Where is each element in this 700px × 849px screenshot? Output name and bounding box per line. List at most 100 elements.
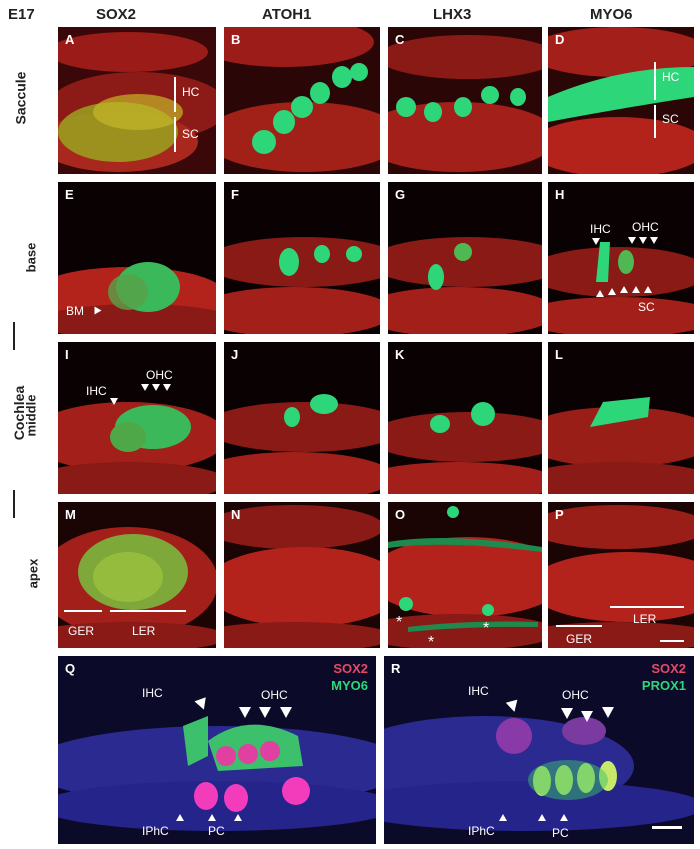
panel-q: Q IHC OHC SOX2 MYO6 IPhC PC [58,656,376,844]
panel-o: O * * * [388,502,542,648]
row-label-apex: apex [25,558,41,589]
ohc-arrowhead-i-3 [163,384,171,391]
sc-arrowhead-h-5 [644,286,652,293]
panel-r-image [384,656,694,844]
ler-label: LER [132,624,156,638]
panel-e-image [58,182,216,334]
row-label-middle: middle [23,394,39,437]
scale-bar-r [652,826,682,829]
pc-arrowhead-q-2 [234,814,242,821]
ihc-arrowhead-i [110,398,118,405]
sc-bracket [174,117,176,152]
panel-label-f: F [231,187,239,202]
panel-k: K [388,342,542,494]
sc-label-d: SC [662,112,679,126]
panel-label-m: M [65,507,76,522]
panel-p: P GER LER [548,502,694,648]
panel-g: G [388,182,542,334]
ihc-arrowhead-h [592,238,600,245]
star-mark-3: * [428,634,435,648]
panel-h: H IHC OHC SC [548,182,694,334]
ohc-label-r: OHC [562,688,589,702]
panel-h-image [548,182,694,334]
panel-d: D HC SC [548,27,694,174]
panel-label-d: D [555,32,565,47]
panel-m: M GER LER [58,502,216,648]
ihc-label-r: IHC [468,684,489,698]
panel-f: F [224,182,380,334]
column-header-sox2: SOX2 [96,6,137,23]
panel-label-i: I [65,347,69,362]
iphc-label-r: IPhC [468,824,495,838]
panel-label-a: A [65,32,75,47]
star-mark-2: * [483,620,490,637]
sc-label-h: SC [638,300,655,314]
ler-scale [110,610,186,612]
panel-b-image [224,27,380,174]
ger-label: GER [68,624,95,638]
cochlea-bracket-top [13,322,15,350]
panel-j: J [224,342,380,494]
panel-a: A HC SC [58,27,216,174]
panel-q-image [58,656,376,844]
cochlea-bracket-bottom [13,490,15,518]
panel-j-image [224,342,380,494]
column-header-atoh1: ATOH1 [262,6,312,23]
panel-n: N [224,502,380,648]
panel-c-image [388,27,542,174]
star-mark-1: * [396,614,403,631]
row-label-saccule: Saccule [12,71,29,125]
ohc-arrowhead-h-2 [639,237,647,244]
pc-arrowhead-q-1 [208,814,216,821]
panel-l-image [548,342,694,494]
panel-label-l: L [555,347,563,362]
sc-arrowhead-h-4 [632,286,640,293]
panel-label-b: B [231,32,241,47]
bm-arrowhead [94,306,102,315]
panel-p-image [548,502,694,648]
ger-scale-p [556,625,602,627]
ler-label-p: LER [633,612,657,626]
panel-label-q: Q [65,661,76,676]
hc-label: HC [182,85,200,99]
panel-n-image [224,502,380,648]
panel-l: L [548,342,694,494]
ohc-arrowhead-r-2 [581,711,593,722]
hc-label-d: HC [662,70,680,84]
panel-label-j: J [231,347,239,362]
panel-label-k: K [395,347,405,362]
panel-a-image [58,27,216,174]
panel-g-image [388,182,542,334]
iphc-arrowhead-r [499,814,507,821]
ohc-arrowhead-q-1 [239,707,251,718]
ler-scale-p [610,606,684,608]
ger-label-p: GER [566,632,593,646]
ohc-arrowhead-r-3 [602,707,614,718]
panel-i-image [58,342,216,494]
panel-e: E BM [58,182,216,334]
row-label-base: base [23,242,39,273]
panel-c: C [388,27,542,174]
panel-label-o: O [395,507,406,522]
legend-q-sox2: SOX2 [333,661,368,676]
ohc-arrowhead-r-1 [561,708,573,719]
ohc-label-i: OHC [146,368,173,382]
hc-bracket [174,77,176,112]
ohc-arrowhead-h-1 [628,237,636,244]
iphc-label-q: IPhC [142,824,169,838]
column-header-lhx3: LHX3 [433,6,472,23]
ger-scale [64,610,102,612]
legend-q-myo6: MYO6 [331,678,368,693]
pc-label-r: PC [552,826,569,840]
hc-bracket-d [654,62,656,100]
ohc-arrowhead-i-1 [141,384,149,391]
panel-i: I IHC OHC [58,342,216,494]
panel-label-h: H [555,187,565,202]
panel-label-g: G [395,187,406,202]
legend-r-prox1: PROX1 [641,678,686,693]
panel-label-p: P [555,507,564,522]
panel-label-e: E [65,187,74,202]
ohc-label-q: OHC [261,688,288,702]
panel-r: R IHC OHC SOX2 PROX1 IPhC PC [384,656,694,844]
bm-label: BM [66,304,84,318]
